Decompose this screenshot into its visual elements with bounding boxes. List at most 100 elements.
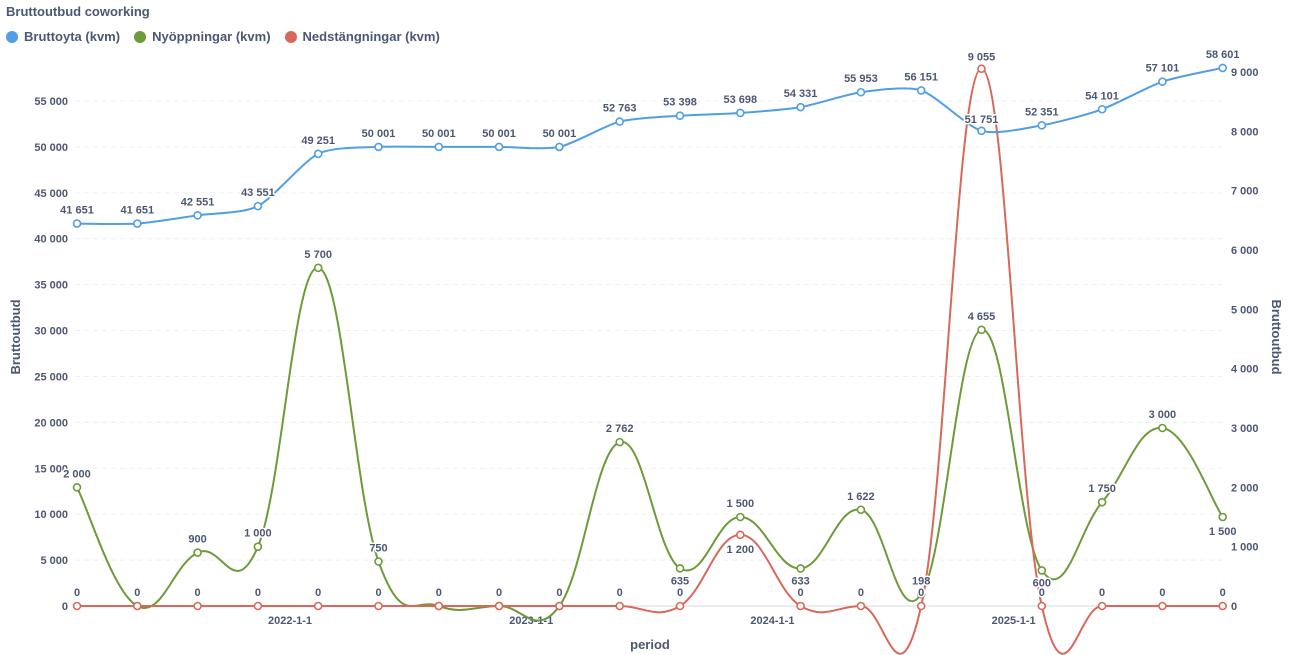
- data-point-bruttoyta: [916, 86, 926, 95]
- series-bruttoyta: [72, 63, 1227, 228]
- data-point-bruttoyta: [72, 219, 82, 228]
- y-left-tick-label: 0: [62, 601, 68, 613]
- legend: Bruttoyta (kvm) Nyöppningar (kvm) Nedstä…: [6, 29, 440, 44]
- data-label-nedstangningar: 0: [315, 587, 321, 599]
- x-tick-label: 2022-1-1: [268, 615, 312, 627]
- legend-dot-nyoppningar: [134, 30, 147, 43]
- series-line-nyoppningar: [76, 266, 1224, 622]
- data-point-bruttoyta: [374, 142, 383, 152]
- chart-title: Bruttoutbud coworking: [6, 4, 150, 19]
- data-label-nyoppningar: 750: [369, 543, 387, 555]
- data-label-bruttoyta: 58 601: [1206, 49, 1240, 61]
- data-point-bruttoyta: [133, 219, 142, 228]
- y-left-tick-label: 55 000: [34, 96, 68, 108]
- y-right-tick-label: 7 000: [1231, 186, 1259, 198]
- data-point-nyoppningar: [72, 483, 82, 492]
- data-label-nedstangningar: 0: [556, 587, 562, 599]
- data-label-nyoppningar: 600: [1033, 577, 1051, 589]
- data-label-nyoppningar: 1 622: [847, 491, 875, 503]
- data-label-nyoppningar: 900: [188, 534, 206, 546]
- data-label-nedstangningar: 0: [798, 587, 804, 599]
- data-point-nedstangningar: [856, 601, 866, 611]
- data-label-nyoppningar: 635: [671, 575, 689, 587]
- data-label-nedstangningar: 1 200: [727, 544, 755, 556]
- series-line-nedstangningar: [77, 67, 1223, 655]
- data-point-nedstangningar: [977, 64, 986, 74]
- data-point-bruttoyta: [253, 201, 263, 211]
- data-point-nedstangningar: [1158, 601, 1167, 611]
- data-label-bruttoyta: 50 001: [543, 128, 577, 140]
- data-label-nedstangningar: 0: [496, 587, 502, 599]
- data-label-bruttoyta: 56 151: [904, 71, 938, 83]
- data-point-nedstangningar: [72, 601, 82, 611]
- data-label-nyoppningar: 1 500: [1209, 526, 1237, 538]
- data-label-nyoppningar: 198: [912, 575, 930, 587]
- data-point-nyoppningar: [1218, 512, 1227, 522]
- y-right-tick-label: 6 000: [1231, 245, 1259, 257]
- data-point-nyoppningar: [675, 564, 685, 573]
- data-point-nedstangningar: [374, 601, 383, 611]
- y-right-tick-label: 4 000: [1231, 364, 1259, 376]
- x-tick-label: 2025-1-1: [992, 615, 1036, 627]
- data-label-bruttoyta: 53 398: [663, 97, 697, 109]
- data-point-nyoppningar: [193, 548, 202, 557]
- data-point-nedstangningar: [494, 601, 504, 611]
- legend-item-nedstangningar[interactable]: Nedstängningar (kvm): [284, 29, 440, 44]
- data-point-bruttoyta: [193, 211, 202, 220]
- data-label-nedstangningar: 0: [195, 587, 201, 599]
- data-point-bruttoyta: [675, 111, 685, 121]
- data-point-nyoppningar: [856, 505, 866, 515]
- data-label-nedstangningar: 0: [1039, 587, 1045, 599]
- x-tick-label: 2024-1-1: [750, 615, 794, 627]
- legend-item-nyoppningar[interactable]: Nyöppningar (kvm): [134, 29, 271, 44]
- data-label-nedstangningar: 0: [375, 587, 381, 599]
- y-right-tick-label: 8 000: [1231, 126, 1259, 138]
- data-point-nyoppningar: [1037, 566, 1047, 575]
- data-label-nedstangningar: 0: [1220, 587, 1226, 599]
- data-point-nyoppningar: [977, 325, 986, 335]
- legend-dot-bruttoyta: [6, 30, 18, 43]
- data-point-nedstangningar: [675, 601, 685, 611]
- data-label-bruttoyta: 50 001: [482, 128, 516, 140]
- data-label-nyoppningar: 1 000: [244, 528, 272, 540]
- data-point-bruttoyta: [555, 142, 564, 152]
- legend-label-nedstangningar: Nedstängningar (kvm): [302, 29, 440, 44]
- data-label-bruttoyta: 51 751: [965, 114, 999, 126]
- data-point-bruttoyta: [615, 117, 625, 126]
- data-label-bruttoyta: 57 101: [1146, 63, 1180, 75]
- data-point-nyoppningar: [796, 564, 805, 573]
- data-label-bruttoyta: 50 001: [422, 128, 456, 140]
- data-point-nedstangningar: [1218, 601, 1227, 611]
- data-point-bruttoyta: [735, 108, 745, 118]
- data-label-nedstangningar: 0: [1159, 587, 1165, 599]
- data-point-nyoppningar: [313, 263, 323, 273]
- data-label-bruttoyta: 41 651: [120, 205, 154, 217]
- x-tick-label: 2023-1-1: [509, 615, 553, 627]
- data-label-bruttoyta: 50 001: [362, 128, 396, 140]
- series-nedstangningar: [72, 64, 1227, 655]
- data-label-nedstangningar: 0: [918, 587, 924, 599]
- y-left-tick-label: 10 000: [34, 509, 68, 521]
- data-label-nedstangningar: 0: [74, 587, 80, 599]
- data-point-bruttoyta: [856, 87, 866, 97]
- data-point-bruttoyta: [1037, 121, 1047, 130]
- y-left-tick-label: 50 000: [34, 142, 68, 154]
- data-label-bruttoyta: 49 251: [301, 135, 335, 147]
- data-point-nyoppningar: [615, 437, 625, 447]
- data-point-nedstangningar: [1097, 601, 1107, 611]
- legend-item-bruttoyta[interactable]: Bruttoyta (kvm): [6, 29, 120, 44]
- data-label-bruttoyta: 53 698: [723, 94, 757, 106]
- data-label-nyoppningar: 2 000: [63, 468, 91, 480]
- data-point-nedstangningar: [133, 601, 142, 611]
- data-label-nedstangningar: 0: [858, 587, 864, 599]
- x-axis-title: period: [630, 637, 670, 652]
- data-label-nyoppningar: 4 655: [968, 311, 996, 323]
- series-line-bruttoyta: [76, 66, 1223, 226]
- data-label-bruttoyta: 52 763: [603, 103, 637, 115]
- data-point-nyoppningar: [374, 557, 383, 566]
- data-label-bruttoyta: 54 101: [1085, 90, 1119, 102]
- y-right-axis-title: Bruttoutbud: [1269, 299, 1284, 374]
- data-point-nyoppningar: [1158, 423, 1167, 433]
- data-point-bruttoyta: [1218, 63, 1227, 73]
